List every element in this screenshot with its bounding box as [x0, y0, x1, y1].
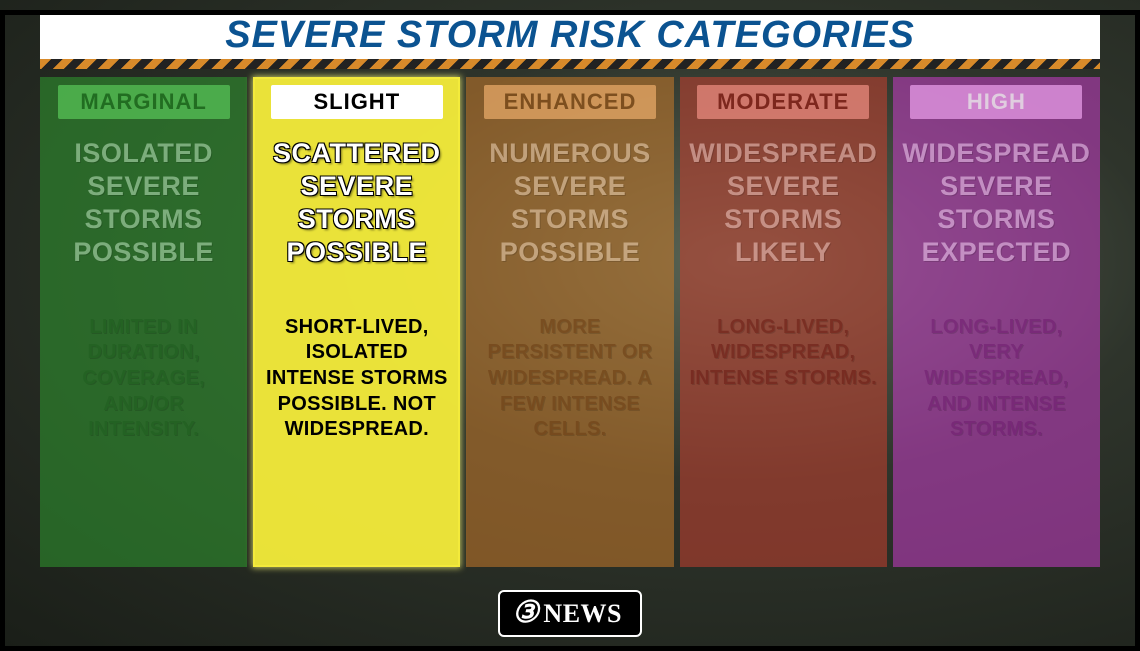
category-tab: ENHANCED — [484, 85, 656, 119]
category-tab: SLIGHT — [271, 85, 443, 119]
category-headline: ISOLATED SEVERE STORMS POSSIBLE — [48, 137, 239, 269]
hazard-stripe — [40, 59, 1100, 69]
category-desc: LIMITED IN DURATION, COVERAGE, AND/OR IN… — [48, 315, 239, 443]
category-marginal: MARGINAL ISOLATED SEVERE STORMS POSSIBLE… — [40, 77, 247, 567]
logo-text: NEWS — [543, 599, 622, 629]
category-desc: SHORT-LIVED, ISOLATED INTENSE STORMS POS… — [261, 315, 452, 443]
station-logo: ③ NEWS — [498, 590, 642, 637]
category-headline: NUMEROUS SEVERE STORMS POSSIBLE — [474, 137, 665, 269]
category-tab: HIGH — [910, 85, 1082, 119]
title-bar: SEVERE STORM RISK CATEGORIES — [40, 10, 1100, 59]
category-headline: WIDESPREAD SEVERE STORMS EXPECTED — [901, 137, 1092, 269]
category-desc: LONG-LIVED, WIDESPREAD, INTENSE STORMS. — [688, 315, 879, 392]
logo-icon: ③ — [512, 595, 539, 630]
category-high: HIGH WIDESPREAD SEVERE STORMS EXPECTED L… — [893, 77, 1100, 567]
page-title: SEVERE STORM RISK CATEGORIES — [40, 14, 1100, 57]
category-slight: SLIGHT SCATTERED SEVERE STORMS POSSIBLE … — [253, 77, 460, 567]
category-headline: WIDESPREAD SEVERE STORMS LIKELY — [688, 137, 879, 269]
category-headline: SCATTERED SEVERE STORMS POSSIBLE — [261, 137, 452, 269]
category-desc: MORE PERSISTENT OR WIDESPREAD. A FEW INT… — [474, 315, 665, 443]
category-moderate: MODERATE WIDESPREAD SEVERE STORMS LIKELY… — [680, 77, 887, 567]
category-desc: LONG-LIVED, VERY WIDESPREAD, AND INTENSE… — [901, 315, 1092, 443]
category-columns: MARGINAL ISOLATED SEVERE STORMS POSSIBLE… — [40, 77, 1100, 567]
category-enhanced: ENHANCED NUMEROUS SEVERE STORMS POSSIBLE… — [466, 77, 673, 567]
category-tab: MARGINAL — [58, 85, 230, 119]
category-tab: MODERATE — [697, 85, 869, 119]
